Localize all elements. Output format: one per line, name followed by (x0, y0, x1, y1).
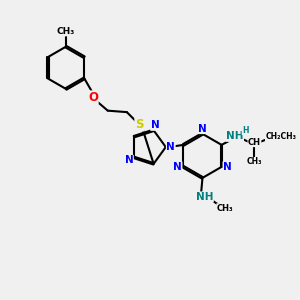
Text: O: O (88, 91, 98, 104)
Text: H: H (242, 126, 249, 135)
Text: NH: NH (196, 192, 213, 202)
Text: N: N (198, 124, 207, 134)
Text: N: N (167, 142, 175, 152)
Text: CH: CH (248, 138, 261, 147)
Text: CH₃: CH₃ (57, 27, 75, 36)
Text: NH: NH (226, 131, 244, 141)
Text: CH₂CH₃: CH₂CH₃ (266, 132, 296, 141)
Text: N: N (151, 120, 160, 130)
Text: N: N (124, 155, 133, 165)
Text: N: N (173, 162, 182, 172)
Text: CH₃: CH₃ (247, 158, 262, 166)
Text: CH₃: CH₃ (217, 204, 233, 213)
Text: N: N (223, 162, 232, 172)
Text: S: S (135, 118, 143, 131)
